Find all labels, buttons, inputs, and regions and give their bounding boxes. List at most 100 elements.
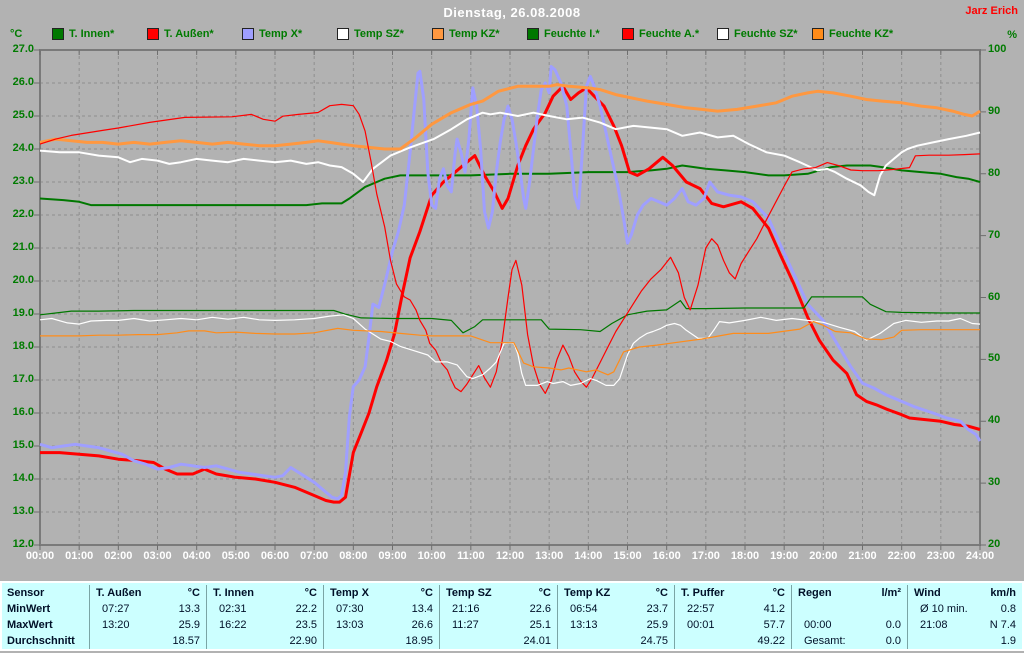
legend-swatch-icon [432, 27, 444, 40]
right-axis-tick-label: 40 [988, 414, 1001, 427]
left-axis-tick-label: 19.0 [12, 307, 34, 319]
table-cell-value: 25.9 [646, 619, 668, 631]
table-cell-value: km/h [990, 587, 1016, 599]
x-axis-tick-label: 01:00 [65, 550, 94, 562]
table-cell-value: 13.4 [411, 603, 433, 615]
table-cell-value: 57.7 [763, 619, 785, 631]
x-axis-tick-label: 15:00 [613, 550, 642, 562]
table-cell-label: Temp X [330, 587, 369, 599]
table-cell: Ø 10 min. 0.8 [908, 601, 1022, 617]
x-axis-tick-label: 20:00 [809, 550, 838, 562]
x-axis-tick-label: 12:00 [495, 550, 525, 562]
x-axis-tick-label: 04:00 [182, 550, 211, 562]
table-cell-value: 49.22 [757, 635, 785, 647]
x-axis-tick-label: 09:00 [378, 550, 407, 562]
table-cell: 18.57 [90, 633, 207, 649]
table-cell-label: 21:08 [920, 619, 948, 631]
legend-label: Feuchte I.* [544, 27, 600, 40]
left-axis-unit-label: °C [10, 28, 23, 40]
table-row-label: MaxWert [2, 617, 90, 633]
table-cell-label: 07:30 [336, 603, 364, 615]
table-cell-value: 13.3 [178, 603, 200, 615]
legend-label: Feuchte KZ* [829, 27, 894, 40]
table-cell: 02:31 22.2 [207, 601, 324, 617]
right-axis-tick-label: 50 [988, 352, 1001, 365]
left-axis-tick-label: 12.0 [12, 538, 34, 550]
table-row-label: Durchschnitt [2, 633, 90, 649]
left-axis-tick-label: 22.0 [12, 208, 34, 220]
series-line-t-au-en- [40, 84, 981, 504]
legend-item: Temp X* [242, 27, 302, 40]
table-cell-label: Temp SZ [446, 587, 492, 599]
table-cell-label: 21:16 [452, 603, 480, 615]
x-axis-tick-label: 21:00 [848, 550, 877, 562]
table-cell-value: 24.75 [640, 635, 668, 647]
table-cell: 18.95 [324, 633, 440, 649]
table-cell-value: 25.9 [178, 619, 200, 631]
table-cell-label: 02:31 [219, 603, 247, 615]
table-cell-label: Gesamt: [804, 635, 846, 647]
table-cell-label: 00:01 [687, 619, 715, 631]
table-cell-label: 22:57 [687, 603, 715, 615]
author-name: Jarz Erich [965, 5, 1018, 17]
x-axis-tick-label: 05:00 [221, 550, 250, 562]
table-header-cell: T. Puffer °C [675, 585, 792, 601]
table-cell: 00:00 0.0 [792, 617, 908, 633]
table-cell-value: 22.2 [295, 603, 317, 615]
x-axis-tick-label: 16:00 [652, 550, 681, 562]
table-cell-value: 1.9 [1000, 635, 1016, 647]
table-cell-value: 26.6 [411, 619, 433, 631]
right-axis-tick-label: 20 [988, 538, 1001, 550]
table-header-cell: Temp KZ °C [558, 585, 675, 601]
table-header-cell: Temp SZ °C [440, 585, 558, 601]
table-cell: 07:27 13.3 [90, 601, 207, 617]
x-axis-tick-label: 06:00 [260, 550, 290, 562]
series-line-temp-kz- [39, 83, 981, 151]
left-axis-tick-label: 13.0 [12, 505, 34, 517]
table-cell-label: 00:00 [804, 619, 832, 631]
x-axis-tick-label: 11:00 [457, 550, 485, 562]
right-axis-tick-label: 70 [988, 228, 1001, 241]
table-cell-label: 13:13 [570, 619, 598, 631]
left-axis-tick-label: 27.0 [12, 43, 34, 55]
right-axis-tick-label: 80 [988, 166, 1001, 179]
right-axis-tick-label: 100 [988, 43, 1007, 55]
table-cell-value: °C [772, 587, 785, 599]
legend-swatch-icon [622, 27, 634, 40]
table-cell-value: 23.5 [295, 619, 317, 631]
table-cell-value: 0.0 [885, 635, 901, 647]
x-axis-tick-label: 19:00 [770, 550, 799, 562]
x-axis-tick-label: 10:00 [417, 550, 446, 562]
table-cell-label: Temp KZ [564, 587, 611, 599]
left-axis-tick-label: 16.0 [12, 406, 34, 418]
table-header-cell: Regen l/m² [792, 585, 908, 601]
legend-item: Temp SZ* [337, 27, 404, 40]
legend-item: Feuchte A.* [622, 27, 699, 40]
table-cell-value: l/m² [881, 587, 901, 599]
table-cell: 24.01 [440, 633, 558, 649]
right-axis-tick-label: 90 [988, 104, 1001, 117]
table-cell: 22:57 41.2 [675, 601, 792, 617]
table-cell-value: °C [187, 587, 200, 599]
table-cell-value: 22.90 [289, 635, 317, 647]
series-line-t-innen- [39, 164, 981, 207]
legend-swatch-icon [527, 27, 539, 40]
table-cell: 49.22 [675, 633, 792, 649]
table-cell: 24.75 [558, 633, 675, 649]
series-line-temp-sz- [39, 111, 981, 197]
left-axis-tick-label: 20.0 [12, 274, 34, 286]
legend-label: Temp SZ* [354, 27, 404, 40]
table-cell-label: T. Außen [96, 587, 142, 599]
chart-plot-area [34, 49, 986, 550]
table-cell-label: T. Puffer [681, 587, 725, 599]
series-line-feuchte-a- [39, 103, 981, 394]
table-cell-value: 25.1 [529, 619, 551, 631]
table-cell-label: 07:27 [102, 603, 130, 615]
legend-label: Feuchte A.* [639, 27, 700, 40]
legend-label: Temp X* [259, 27, 303, 40]
legend-swatch-icon [242, 27, 254, 40]
left-axis-tick-label: 23.0 [12, 175, 34, 187]
table-cell-label: T. Innen [213, 587, 254, 599]
table-cell [792, 601, 908, 617]
table-cell-label: 11:27 [452, 619, 479, 631]
